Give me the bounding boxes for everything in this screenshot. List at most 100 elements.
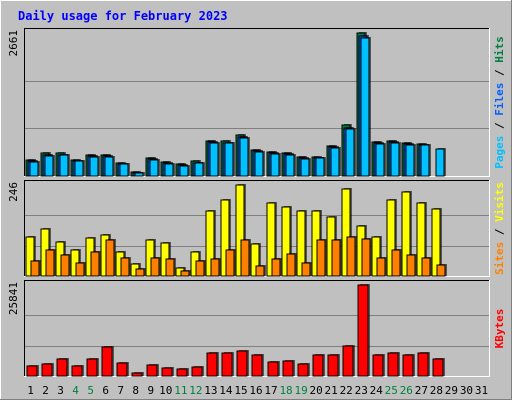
- bar-kbytes-day-6: [101, 346, 113, 377]
- x-label-day-10: 10: [159, 384, 172, 397]
- bar-pages-day-23: [360, 37, 370, 177]
- bar-sites-day-11: [180, 270, 190, 277]
- bar-sites-day-18: [286, 253, 296, 277]
- bar-sites-day-7: [120, 257, 130, 277]
- x-label-day-27: 27: [415, 384, 428, 397]
- x-label-day-15: 15: [234, 384, 247, 397]
- x-label-day-23: 23: [355, 384, 368, 397]
- bar-kbytes-day-28: [432, 358, 444, 377]
- bar-kbytes-day-8: [131, 372, 143, 377]
- bar-kbytes-day-5: [86, 358, 98, 377]
- bar-kbytes-day-23: [357, 284, 369, 377]
- bar-pages-day-7: [119, 163, 129, 177]
- bar-sites-day-25: [391, 249, 401, 277]
- bar-kbytes-day-16: [251, 354, 263, 377]
- right-legend-top-part-3: /: [493, 63, 506, 83]
- x-label-day-31: 31: [475, 384, 488, 397]
- bar-kbytes-day-18: [282, 360, 294, 377]
- bar-kbytes-day-21: [327, 354, 339, 377]
- y-max-label-visits-sites: 246: [7, 182, 20, 202]
- right-legend-top-part-1: /: [493, 116, 506, 136]
- bar-pages-day-18: [285, 154, 295, 177]
- bar-sites-day-1: [30, 260, 40, 277]
- x-label-day-21: 21: [325, 384, 338, 397]
- bar-pages-day-2: [44, 155, 54, 177]
- bar-sites-day-9: [150, 257, 160, 277]
- bar-kbytes-day-14: [221, 352, 233, 377]
- bar-pages-day-21: [330, 147, 340, 177]
- bar-kbytes-day-15: [236, 350, 248, 377]
- bar-kbytes-day-1: [26, 365, 38, 377]
- x-label-day-5: 5: [87, 384, 94, 397]
- right-legend-bottom: KBytes: [493, 309, 506, 349]
- right-legend-middle-part-1: /: [493, 222, 506, 242]
- chart-title: Daily usage for February 2023: [18, 9, 228, 23]
- bar-sites-day-23: [361, 238, 371, 277]
- x-label-day-8: 8: [132, 384, 139, 397]
- bar-kbytes-day-25: [387, 352, 399, 377]
- y-max-label-hits-files-pages: 2661: [7, 30, 20, 57]
- y-max-label-kbytes: 25841: [7, 282, 20, 315]
- bar-sites-day-13: [210, 258, 220, 277]
- bar-pages-day-8: [134, 172, 144, 177]
- bar-pages-day-11: [179, 165, 189, 177]
- bar-pages-day-26: [405, 144, 415, 177]
- x-label-day-28: 28: [430, 384, 443, 397]
- x-label-day-1: 1: [27, 384, 34, 397]
- bar-kbytes-day-19: [297, 363, 309, 377]
- bar-visits-day-1: [25, 236, 35, 277]
- bar-pages-day-1: [29, 161, 39, 177]
- x-label-day-3: 3: [57, 384, 64, 397]
- right-legend-middle-part-2: Visits: [493, 182, 506, 222]
- bar-pages-day-24: [375, 143, 385, 177]
- bar-kbytes-day-22: [342, 345, 354, 377]
- bar-visits-day-27: [416, 202, 426, 277]
- bar-kbytes-day-17: [267, 361, 279, 377]
- bar-pages-day-5: [89, 156, 99, 177]
- bar-kbytes-day-4: [71, 365, 83, 377]
- x-label-day-19: 19: [294, 384, 307, 397]
- x-label-day-12: 12: [189, 384, 202, 397]
- bar-sites-day-26: [406, 254, 416, 277]
- bar-kbytes-day-24: [372, 354, 384, 377]
- bar-sites-day-4: [75, 262, 85, 277]
- bar-pages-day-3: [59, 154, 69, 177]
- x-label-day-2: 2: [42, 384, 49, 397]
- bar-pages-day-10: [164, 163, 174, 177]
- bar-kbytes-day-20: [312, 354, 324, 377]
- bar-kbytes-day-9: [146, 364, 158, 377]
- bar-visits-day-18: [281, 206, 291, 277]
- bar-sites-day-10: [165, 258, 175, 277]
- bar-pages-day-6: [104, 156, 114, 177]
- y-axis-max-labels: 2661 246 25841: [7, 30, 20, 315]
- bar-visits-day-25: [386, 199, 396, 277]
- bar-sites-day-28: [436, 264, 446, 277]
- bar-sites-day-24: [376, 257, 386, 277]
- bar-sites-day-3: [60, 254, 70, 277]
- bar-kbytes-day-27: [417, 352, 429, 377]
- bar-pages-day-16: [254, 151, 264, 177]
- x-axis-day-labels: 1 2 3 4 5 6 7 8 9 10 11 12 13 14 15 16 17 18 19 20 21 22 23 24 2…: [27, 384, 488, 397]
- x-label-day-11: 11: [174, 384, 187, 397]
- bar-kbytes-day-10: [161, 367, 173, 377]
- bar-pages-day-19: [300, 158, 310, 177]
- bar-kbytes-day-7: [116, 362, 128, 377]
- x-label-day-22: 22: [340, 384, 353, 397]
- bar-pages-day-13: [209, 142, 219, 177]
- x-label-day-24: 24: [370, 384, 384, 397]
- x-label-day-20: 20: [310, 384, 323, 397]
- bar-sites-day-2: [45, 249, 55, 277]
- bar-sites-day-12: [195, 260, 205, 277]
- bar-sites-day-22: [346, 236, 356, 277]
- x-label-day-14: 14: [219, 384, 233, 397]
- x-label-day-6: 6: [102, 384, 109, 397]
- x-label-day-25: 25: [385, 384, 398, 397]
- x-label-day-30: 30: [460, 384, 473, 397]
- bar-kbytes-day-13: [206, 352, 218, 377]
- bar-pages-day-14: [224, 142, 234, 177]
- x-label-day-7: 7: [117, 384, 124, 397]
- bar-kbytes-day-26: [402, 354, 414, 377]
- bar-sites-day-19: [301, 262, 311, 277]
